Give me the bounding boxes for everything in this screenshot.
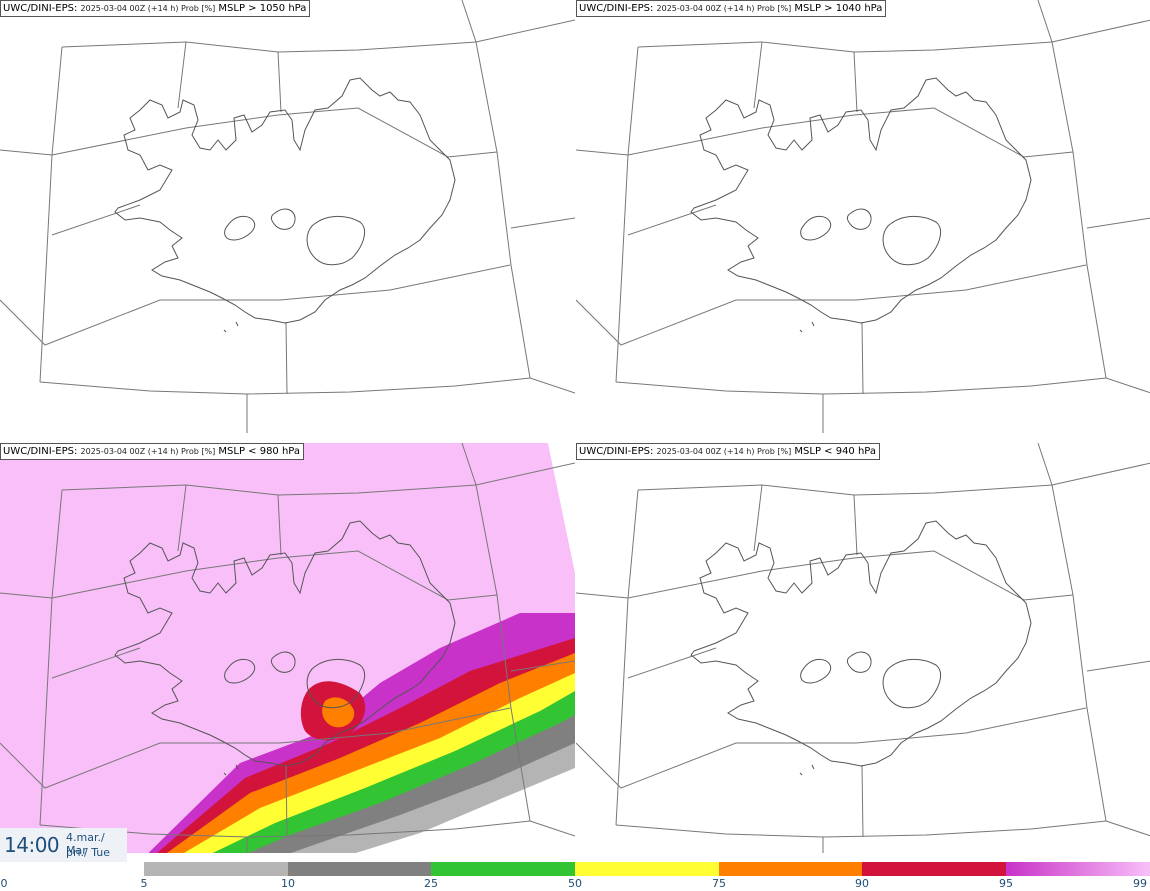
map-panel-mslp-lt-940: UWC/DINI-EPS: 2025-03-04 00Z (+14 h) Pro… xyxy=(576,443,1150,853)
model-name: UWC/DINI-EPS xyxy=(579,3,650,14)
iceland-map xyxy=(0,0,575,433)
field-name: MSLP > 1040 hPa xyxy=(794,3,883,14)
colorbar-tick: 0 xyxy=(0,877,8,890)
colorbar-tick: 95 xyxy=(999,877,1013,890)
valid-weekday: þri./ Tue xyxy=(66,846,111,859)
panel-title: UWC/DINI-EPS: 2025-03-04 00Z (+14 h) Pro… xyxy=(0,443,305,460)
colorbar-segment xyxy=(1006,862,1150,876)
field-name: MSLP < 940 hPa xyxy=(794,446,877,457)
colorbar-segment xyxy=(719,862,862,876)
probability-map xyxy=(0,443,575,853)
field-name: MSLP < 980 hPa xyxy=(218,446,301,457)
run-info: 2025-03-04 00Z (+14 h) Prob [%] xyxy=(656,447,792,456)
colorbar-tick: 75 xyxy=(712,877,726,890)
colorbar-segment xyxy=(144,862,288,876)
valid-time-box: 14:00 4.mar./ Mar þri./ Tue xyxy=(0,828,127,862)
panel-title: UWC/DINI-EPS: 2025-03-04 00Z (+14 h) Pro… xyxy=(0,0,311,17)
colorbar-segment xyxy=(862,862,1006,876)
probability-colorbar xyxy=(144,862,1150,876)
colorbar-tick: 10 xyxy=(281,877,295,890)
colorbar-tick: 5 xyxy=(140,877,148,890)
run-info: 2025-03-04 00Z (+14 h) Prob [%] xyxy=(80,447,216,456)
panel-title: UWC/DINI-EPS: 2025-03-04 00Z (+14 h) Pro… xyxy=(576,0,887,17)
field-name: MSLP > 1050 hPa xyxy=(218,3,307,14)
iceland-map xyxy=(576,443,1150,853)
map-panel-mslp-gt-1050: UWC/DINI-EPS: 2025-03-04 00Z (+14 h) Pro… xyxy=(0,0,575,433)
colorbar-tick: 50 xyxy=(568,877,582,890)
panel-title: UWC/DINI-EPS: 2025-03-04 00Z (+14 h) Pro… xyxy=(576,443,881,460)
model-name: UWC/DINI-EPS xyxy=(3,3,74,14)
run-info: 2025-03-04 00Z (+14 h) Prob [%] xyxy=(656,4,792,13)
model-name: UWC/DINI-EPS xyxy=(3,446,74,457)
iceland-map xyxy=(576,0,1150,433)
colorbar-segment xyxy=(288,862,431,876)
valid-date: 4.mar./ Mar xyxy=(66,831,105,857)
valid-time: 14:00 xyxy=(4,833,60,857)
map-panel-mslp-gt-1040: UWC/DINI-EPS: 2025-03-04 00Z (+14 h) Pro… xyxy=(576,0,1150,433)
run-info: 2025-03-04 00Z (+14 h) Prob [%] xyxy=(80,4,216,13)
map-panel-mslp-lt-980: UWC/DINI-EPS: 2025-03-04 00Z (+14 h) Pro… xyxy=(0,443,575,853)
colorbar-segment xyxy=(575,862,719,876)
colorbar-tick: 99 xyxy=(1133,877,1147,890)
colorbar-segment xyxy=(431,862,575,876)
colorbar-tick: 90 xyxy=(855,877,869,890)
model-name: UWC/DINI-EPS xyxy=(579,446,650,457)
colorbar-tick: 25 xyxy=(424,877,438,890)
